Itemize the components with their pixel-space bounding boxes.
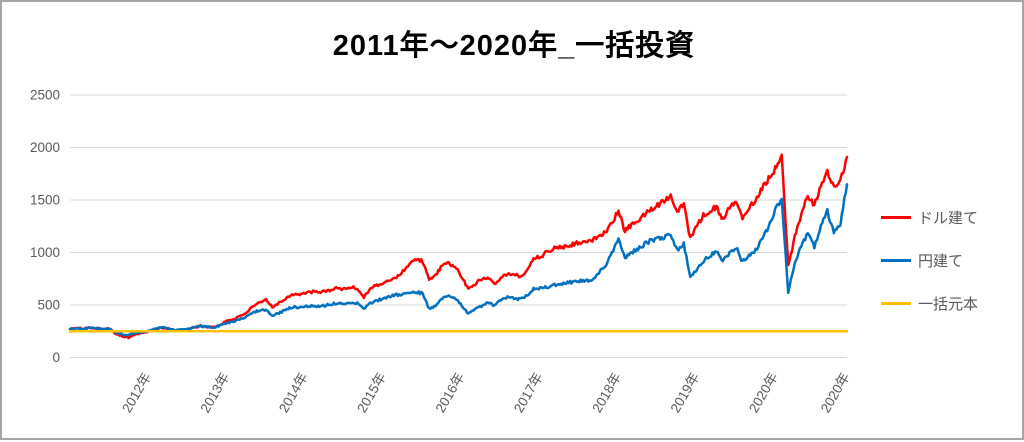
y-axis-tick-label: 2000 xyxy=(30,140,60,155)
chart-title: 2011年～2020年_一括投資 xyxy=(332,30,696,62)
y-axis-tick-label: 1000 xyxy=(30,245,60,260)
legend-line-swatch-red xyxy=(881,215,911,220)
series-line-0 xyxy=(68,153,849,340)
legend-item-principal: 一括元本 xyxy=(881,293,978,314)
x-axis-tick-label: 2017年 xyxy=(511,370,546,415)
y-axis-tick-label: 1500 xyxy=(30,193,60,208)
y-axis-tick-label: 500 xyxy=(37,298,60,313)
x-axis-tick-label: 2012年 xyxy=(119,370,154,415)
legend-item-usd: ドル建て xyxy=(881,207,978,228)
x-axis-tick-label: 2020年 xyxy=(818,370,853,415)
x-axis-tick-label: 2013年 xyxy=(198,370,233,415)
legend: ドル建て 円建て 一括元本 xyxy=(881,207,978,314)
y-axis-tick-label: 0 xyxy=(52,350,60,365)
x-axis-tick-label: 2014年 xyxy=(276,370,311,415)
legend-label: 一括元本 xyxy=(918,296,979,313)
x-axis-tick-label: 2015年 xyxy=(354,370,389,415)
x-axis-tick-label: 2019年 xyxy=(668,370,703,415)
x-axis-tick-label: 2018年 xyxy=(589,370,624,415)
legend-line-swatch-gold xyxy=(881,301,911,306)
y-axis-tick-label: 2500 xyxy=(30,88,60,103)
x-axis-tick-label: 2020年 xyxy=(746,370,781,415)
legend-item-yen: 円建て xyxy=(881,250,978,271)
legend-label: ドル建て xyxy=(918,210,979,227)
legend-label: 円建て xyxy=(918,253,964,270)
series-line-1 xyxy=(68,183,849,337)
x-axis-tick-label: 2016年 xyxy=(433,370,468,415)
legend-line-swatch-blue xyxy=(881,258,911,263)
